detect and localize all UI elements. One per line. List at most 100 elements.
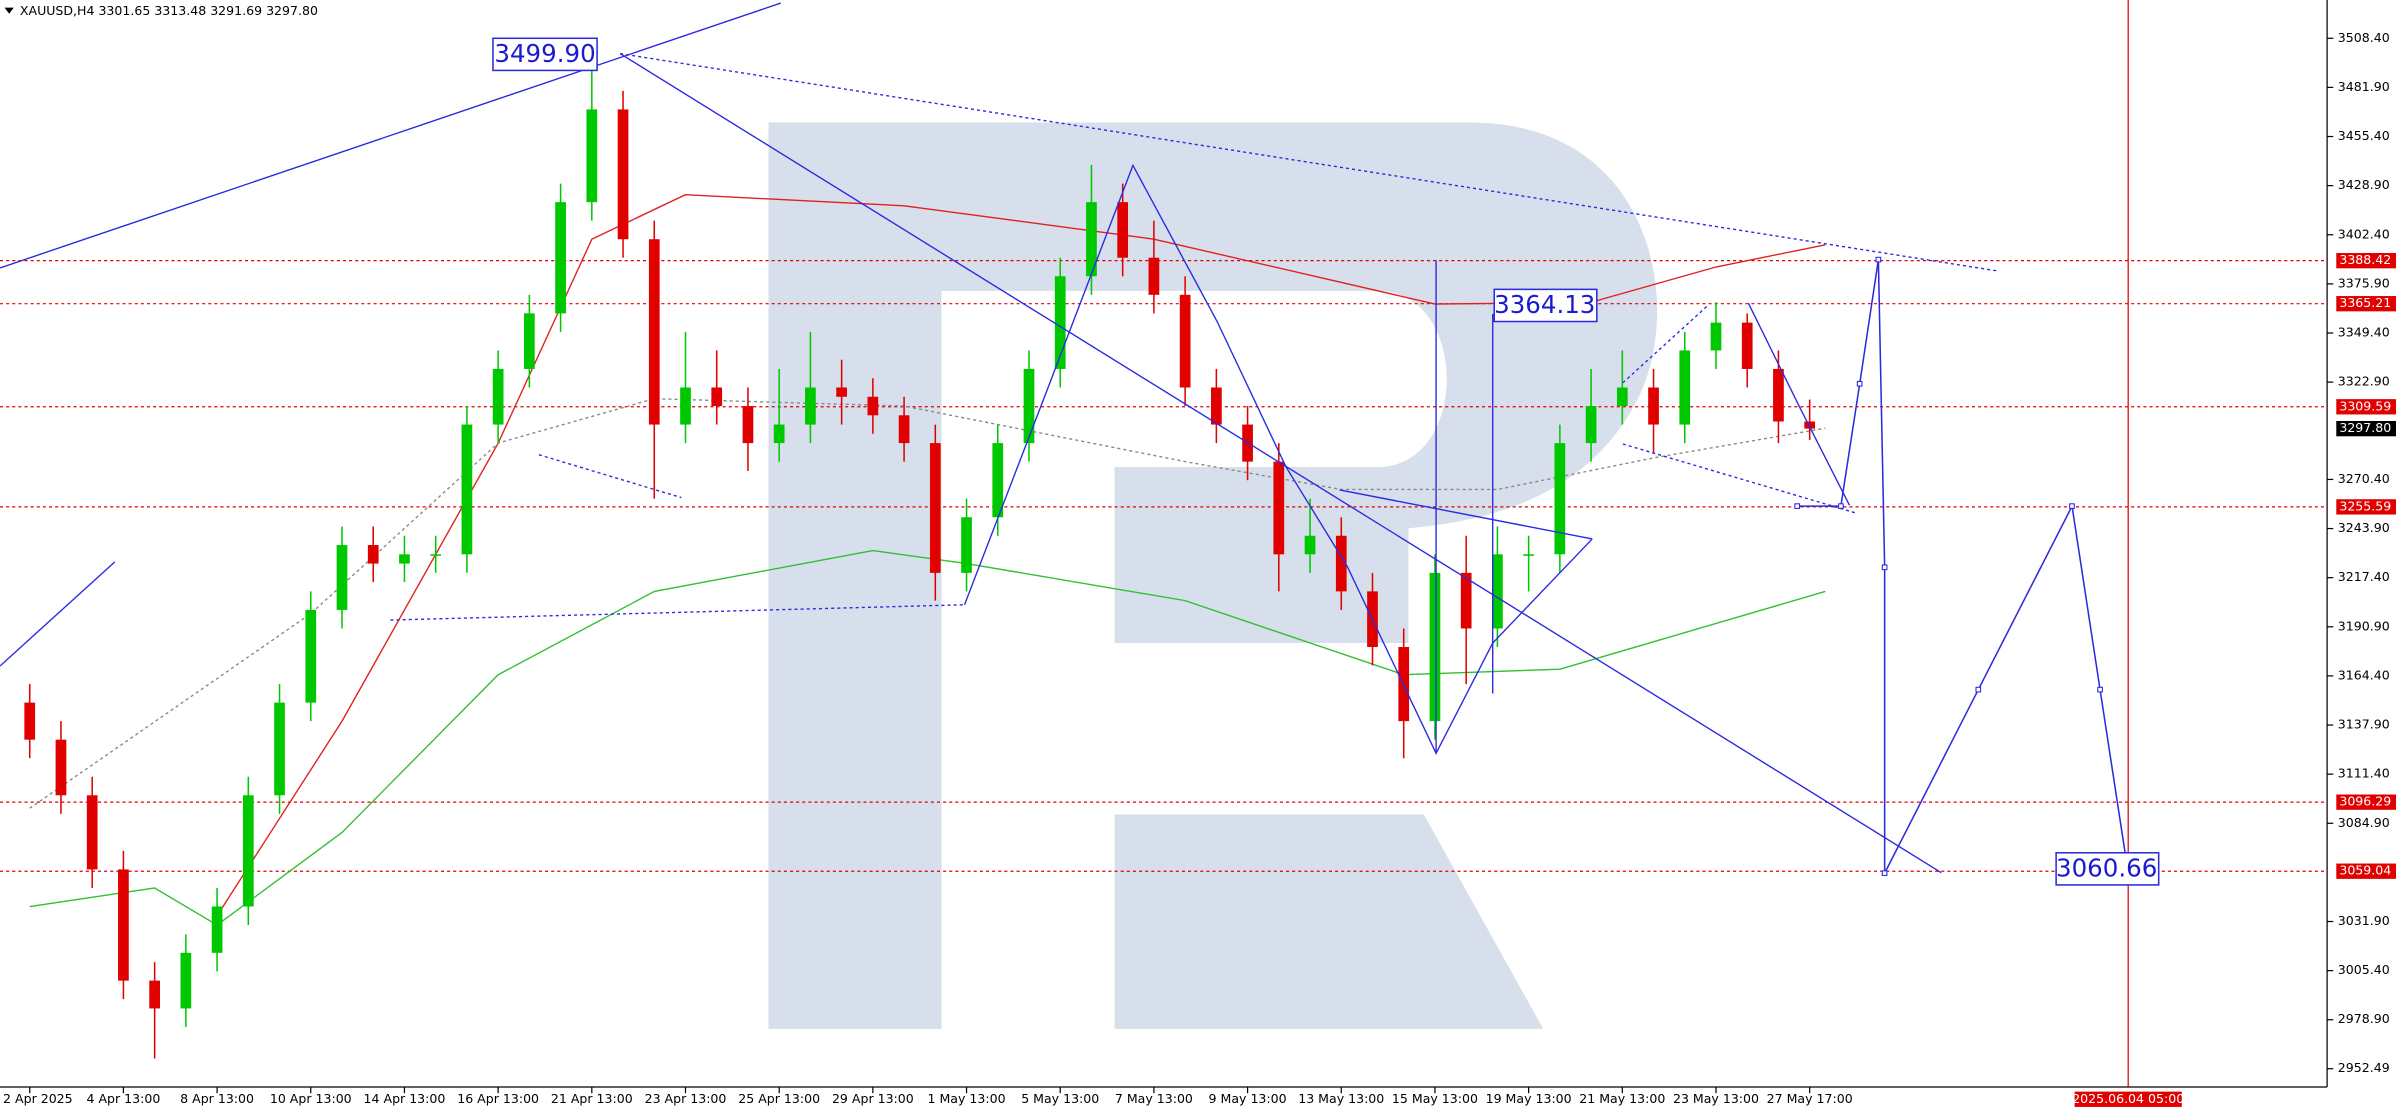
forecast-point — [1881, 870, 1888, 876]
indicator-line — [216, 194, 1826, 917]
candle-body — [1523, 554, 1534, 556]
x-tick-label: 1 May 13:00 — [928, 1091, 1006, 1106]
trend-line — [1622, 443, 1856, 514]
candle-body — [992, 443, 1004, 518]
x-tick-label: 27 May 17:00 — [1767, 1091, 1853, 1106]
trend-line — [538, 454, 682, 499]
time-label-bg — [2074, 1091, 2182, 1107]
forecast-point — [1794, 503, 1801, 509]
watermark-leg — [1114, 814, 1544, 1029]
candle-body — [742, 406, 754, 444]
level-label-bg — [2336, 794, 2396, 810]
y-tick-label: 3111.40 — [2338, 766, 2390, 781]
wave-line — [1747, 302, 1851, 506]
y-tick-label: 3270.40 — [2338, 471, 2390, 486]
candle-body — [1710, 322, 1722, 351]
candle-body — [1554, 443, 1566, 555]
candle-body — [1773, 368, 1784, 422]
candle-body — [367, 545, 379, 564]
candle-body — [430, 554, 442, 556]
level-label-bg — [2336, 399, 2396, 415]
y-tick-label: 3481.90 — [2338, 79, 2390, 94]
x-tick-label: 21 Apr 13:00 — [551, 1091, 633, 1106]
candle-body — [1492, 554, 1503, 629]
y-tick-label: 3217.40 — [2338, 569, 2390, 584]
level-label-bg — [2336, 863, 2396, 879]
annotation: 3364.13 — [1494, 290, 1595, 319]
y-tick-label: 3349.40 — [2338, 324, 2390, 339]
candle-body — [1054, 276, 1066, 369]
candle-body — [805, 387, 816, 425]
candle-body — [898, 415, 910, 444]
y-tick-label: 3005.40 — [2338, 962, 2390, 977]
watermark — [768, 122, 1658, 1029]
candle-body — [711, 387, 723, 407]
forecast-point — [2097, 686, 2103, 693]
y-tick-label: 3508.40 — [2338, 30, 2390, 45]
candle-body — [1210, 387, 1222, 425]
menu-arrow[interactable] — [4, 7, 14, 14]
wave-line — [1339, 489, 1593, 540]
x-tick-label: 15 May 13:00 — [1392, 1091, 1478, 1106]
y-tick-label: 3455.40 — [2338, 128, 2390, 143]
watermark-r — [768, 122, 1658, 1029]
trend-line — [0, 561, 116, 667]
candle-body — [929, 443, 941, 573]
candle-body — [1117, 202, 1129, 258]
y-tick-label: 2952.49 — [2338, 1060, 2390, 1075]
annotation: 3060.66 — [2056, 854, 2157, 883]
trend-line — [390, 604, 965, 621]
candle-body — [680, 387, 691, 425]
x-tick-label: 10 Apr 13:00 — [270, 1091, 352, 1106]
y-tick-label: 3402.40 — [2338, 226, 2390, 241]
candle-body — [1023, 368, 1035, 444]
y-tick-label: 3190.90 — [2338, 618, 2390, 633]
candle-body — [1460, 572, 1472, 629]
x-tick-label: 14 Apr 13:00 — [364, 1091, 446, 1106]
plot-area — [0, 0, 2328, 1088]
annotation: 3499.90 — [494, 39, 595, 68]
price-label-bg — [2336, 420, 2396, 437]
candle-body — [836, 387, 847, 397]
y-tick-label: 3031.90 — [2338, 913, 2390, 928]
forecast-line — [1797, 259, 2129, 874]
candle-body — [305, 609, 317, 703]
level-label: 3059.04 — [2339, 863, 2391, 878]
level-label-bg — [2336, 296, 2396, 312]
candle-body — [961, 517, 972, 573]
y-tick-label: 3137.90 — [2338, 717, 2390, 732]
candle-body — [1335, 535, 1347, 592]
y-tick-label: 3428.90 — [2338, 177, 2390, 192]
forecast-point — [1975, 686, 1982, 693]
x-tick-label: 23 Apr 13:00 — [645, 1091, 727, 1106]
annotation-box — [2055, 852, 2160, 886]
forecast-point — [1838, 503, 1844, 509]
candle-body — [24, 702, 36, 740]
drawings — [0, 2, 1999, 874]
x-tick-label: 8 Apr 13:00 — [180, 1091, 254, 1106]
candle-body — [1648, 387, 1659, 425]
level-label: 3309.59 — [2339, 398, 2391, 413]
y-tick-label: 3322.90 — [2338, 374, 2390, 389]
wave-line — [963, 163, 1593, 755]
x-tick-label: 25 Apr 13:00 — [738, 1091, 820, 1106]
candle-body — [211, 906, 223, 953]
candle-body — [55, 739, 67, 796]
candle-body — [242, 795, 254, 907]
annotation-box — [1493, 288, 1598, 323]
annotations: 3499.90 3364.13 3060.66 — [492, 37, 2160, 886]
candle-body — [86, 795, 98, 870]
candle-body — [336, 545, 348, 610]
candle-body — [1804, 421, 1816, 429]
x-tick-label: 23 May 13:00 — [1673, 1091, 1759, 1106]
forecast-point — [2069, 503, 2075, 509]
trend-line — [1622, 305, 1708, 384]
time-label: 2025.06.04 05:00 — [2072, 1091, 2184, 1106]
candle-body — [1585, 406, 1597, 444]
level-label: 3096.29 — [2339, 794, 2391, 809]
x-tick-label: 7 May 13:00 — [1115, 1091, 1193, 1106]
level-label-bg — [2336, 253, 2396, 269]
level-label: 3388.42 — [2339, 252, 2391, 267]
annotation-box — [492, 37, 598, 72]
